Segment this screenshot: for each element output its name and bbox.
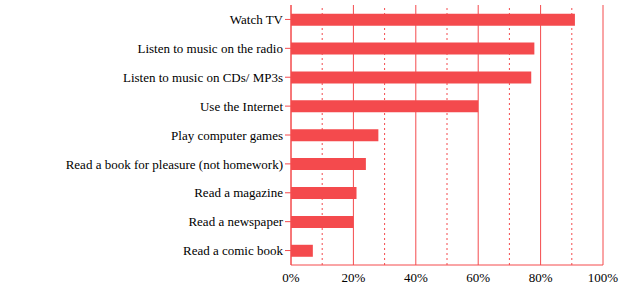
svg-text:80%: 80% (529, 270, 553, 285)
svg-text:Read a newspaper: Read a newspaper (188, 214, 283, 229)
svg-text:20%: 20% (341, 270, 365, 285)
svg-text:60%: 60% (466, 270, 490, 285)
svg-text:Listen to music on the radio: Listen to music on the radio (137, 41, 283, 56)
svg-text:Read a magazine: Read a magazine (194, 185, 283, 200)
svg-text:Read a book for pleasure (not: Read a book for pleasure (not homework) (66, 157, 283, 172)
svg-text:100%: 100% (588, 270, 619, 285)
svg-text:Play computer games: Play computer games (171, 128, 283, 143)
svg-text:Watch TV: Watch TV (230, 12, 284, 27)
svg-text:0%: 0% (282, 270, 300, 285)
svg-text:Read a comic book: Read a comic book (183, 243, 283, 258)
svg-text:Use the Internet: Use the Internet (200, 99, 283, 114)
svg-text:Listen to music on CDs/ MP3s: Listen to music on CDs/ MP3s (123, 70, 283, 85)
svg-text:40%: 40% (404, 270, 428, 285)
